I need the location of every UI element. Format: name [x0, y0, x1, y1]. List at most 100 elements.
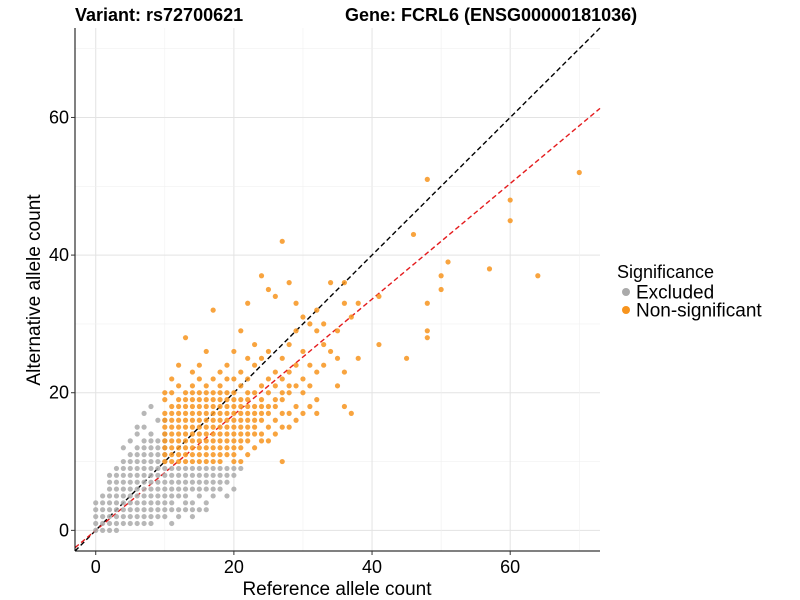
- point-non-significant: [252, 445, 258, 451]
- point-non-significant: [217, 417, 223, 423]
- point-excluded: [169, 507, 175, 513]
- point-excluded: [196, 493, 202, 499]
- point-excluded: [169, 520, 175, 527]
- point-non-significant: [245, 355, 251, 361]
- point-non-significant: [341, 300, 348, 306]
- point-non-significant: [334, 355, 341, 361]
- point-excluded: [189, 479, 196, 485]
- reference-line-identity: [74, 27, 601, 552]
- point-non-significant: [486, 266, 493, 272]
- point-excluded: [127, 513, 133, 520]
- point-excluded: [93, 527, 99, 533]
- point-non-significant: [169, 431, 175, 437]
- point-non-significant: [245, 417, 251, 423]
- point-non-significant: [162, 417, 168, 423]
- point-excluded: [120, 500, 126, 506]
- point-non-significant: [507, 197, 513, 203]
- point-excluded: [113, 500, 120, 506]
- point-non-significant: [341, 403, 348, 410]
- point-non-significant: [162, 452, 168, 458]
- legend-title: Significance: [617, 262, 714, 282]
- y-tick-label: 0: [59, 520, 69, 540]
- point-excluded: [148, 507, 154, 513]
- point-non-significant: [238, 397, 244, 403]
- point-non-significant: [300, 348, 306, 355]
- point-excluded: [106, 500, 113, 506]
- point-excluded: [231, 465, 237, 472]
- point-excluded: [182, 500, 189, 506]
- point-non-significant: [238, 417, 244, 423]
- point-excluded: [162, 465, 168, 472]
- point-excluded: [100, 527, 106, 533]
- point-non-significant: [293, 417, 299, 423]
- point-non-significant: [245, 438, 251, 444]
- point-non-significant: [265, 424, 272, 430]
- point-non-significant: [182, 417, 189, 423]
- point-non-significant: [162, 410, 168, 416]
- point-non-significant: [224, 403, 230, 410]
- point-non-significant: [203, 431, 209, 437]
- point-non-significant: [238, 383, 244, 389]
- point-non-significant: [279, 238, 285, 244]
- point-non-significant: [258, 397, 265, 403]
- point-non-significant: [238, 458, 244, 465]
- point-excluded: [127, 465, 133, 472]
- point-excluded: [93, 513, 99, 520]
- point-non-significant: [224, 397, 230, 403]
- point-excluded: [113, 479, 120, 485]
- point-non-significant: [210, 431, 216, 437]
- point-excluded: [127, 520, 133, 527]
- point-excluded: [155, 479, 161, 485]
- point-non-significant: [348, 314, 354, 320]
- point-non-significant: [279, 410, 285, 416]
- point-non-significant: [189, 390, 196, 396]
- point-excluded: [134, 465, 140, 472]
- point-non-significant: [203, 348, 209, 355]
- point-non-significant: [196, 376, 202, 382]
- point-excluded: [127, 438, 133, 444]
- point-non-significant: [245, 410, 251, 416]
- point-non-significant: [203, 445, 209, 451]
- point-non-significant: [182, 390, 189, 396]
- point-excluded: [134, 445, 140, 451]
- point-non-significant: [252, 431, 258, 437]
- point-non-significant: [238, 369, 244, 375]
- point-non-significant: [203, 452, 209, 458]
- point-non-significant: [224, 445, 230, 451]
- point-excluded: [113, 465, 120, 472]
- point-excluded: [155, 507, 161, 513]
- point-non-significant: [203, 458, 209, 465]
- point-non-significant: [169, 445, 175, 451]
- point-excluded: [189, 507, 196, 513]
- point-excluded: [155, 513, 161, 520]
- point-non-significant: [314, 328, 320, 334]
- point-excluded: [100, 493, 106, 499]
- point-non-significant: [203, 383, 209, 389]
- point-non-significant: [189, 438, 196, 444]
- point-non-significant: [182, 403, 189, 410]
- point-non-significant: [293, 403, 299, 410]
- point-excluded: [120, 479, 126, 485]
- point-non-significant: [286, 390, 292, 396]
- point-excluded: [134, 424, 140, 430]
- point-non-significant: [176, 383, 182, 389]
- point-excluded: [238, 465, 244, 472]
- point-excluded: [127, 479, 133, 485]
- x-tick-label: 0: [91, 557, 101, 577]
- point-non-significant: [196, 390, 202, 396]
- point-excluded: [217, 486, 223, 492]
- point-excluded: [182, 479, 189, 485]
- point-excluded: [134, 486, 140, 492]
- chart-title-variant: Variant: rs72700621: [75, 5, 243, 25]
- point-excluded: [155, 486, 161, 492]
- point-non-significant: [176, 410, 182, 416]
- point-non-significant: [286, 410, 292, 416]
- point-non-significant: [196, 362, 202, 368]
- point-non-significant: [438, 286, 444, 293]
- point-excluded: [134, 452, 140, 458]
- point-non-significant: [182, 335, 189, 341]
- point-excluded: [176, 513, 182, 520]
- point-non-significant: [231, 438, 237, 444]
- point-non-significant: [238, 403, 244, 410]
- point-non-significant: [286, 383, 292, 389]
